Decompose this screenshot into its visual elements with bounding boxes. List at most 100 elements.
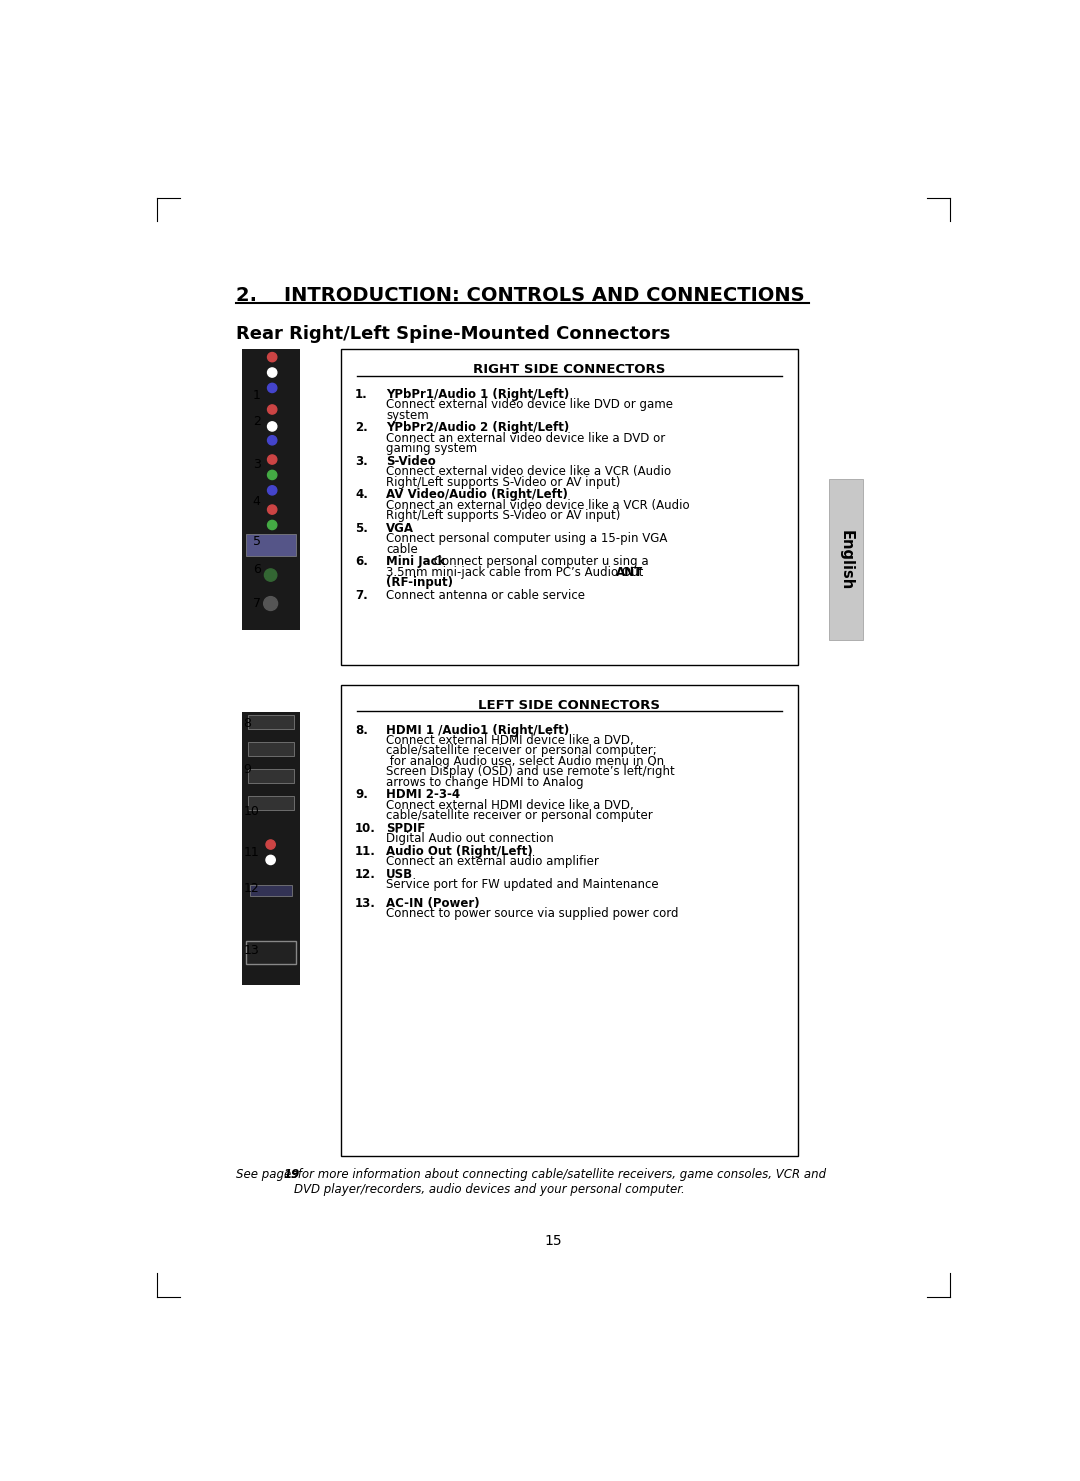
Text: Connect antenna or cable service: Connect antenna or cable service — [387, 589, 585, 601]
FancyBboxPatch shape — [246, 940, 296, 964]
Text: SPDIF: SPDIF — [387, 822, 426, 835]
Text: Connect to power source via supplied power cord: Connect to power source via supplied pow… — [387, 906, 678, 920]
Text: English: English — [838, 530, 853, 589]
Text: Connect personal computer u sing a: Connect personal computer u sing a — [430, 555, 649, 569]
Text: 1: 1 — [253, 390, 260, 403]
Text: Connect personal computer using a 15-pin VGA: Connect personal computer using a 15-pin… — [387, 532, 667, 545]
Text: 8.: 8. — [355, 724, 368, 736]
Text: AV Video/Audio (Right/Left): AV Video/Audio (Right/Left) — [387, 489, 568, 502]
Text: 10: 10 — [243, 806, 259, 818]
Circle shape — [268, 384, 276, 392]
FancyBboxPatch shape — [248, 715, 294, 729]
Text: 13.: 13. — [355, 896, 376, 909]
Text: Digital Audio out connection: Digital Audio out connection — [387, 832, 554, 846]
Text: 11.: 11. — [355, 846, 376, 857]
Text: YPbPr1/Audio 1 (Right/Left): YPbPr1/Audio 1 (Right/Left) — [387, 388, 569, 401]
Text: 19: 19 — [283, 1169, 299, 1180]
Text: arrows to change HDMI to Analog: arrows to change HDMI to Analog — [387, 776, 583, 788]
Text: RIGHT SIDE CONNECTORS: RIGHT SIDE CONNECTORS — [473, 363, 665, 376]
Text: 13: 13 — [243, 943, 259, 957]
Text: system: system — [387, 409, 429, 422]
Text: 3: 3 — [253, 459, 260, 471]
Text: 5.: 5. — [355, 521, 368, 535]
Text: 2: 2 — [253, 415, 260, 428]
FancyBboxPatch shape — [249, 886, 293, 896]
Text: Connect external HDMI device like a DVD,: Connect external HDMI device like a DVD, — [387, 735, 634, 746]
FancyBboxPatch shape — [341, 350, 798, 665]
Text: 12.: 12. — [355, 868, 376, 881]
Circle shape — [268, 520, 276, 530]
Text: Connect external video device like a VCR (Audio: Connect external video device like a VCR… — [387, 465, 672, 478]
Text: 6: 6 — [253, 563, 260, 576]
Text: for more information about connecting cable/satellite receivers, game consoles, : for more information about connecting ca… — [294, 1169, 826, 1197]
Text: YPbPr2/Audio 2 (Right/Left): YPbPr2/Audio 2 (Right/Left) — [387, 422, 569, 434]
Text: USB: USB — [387, 868, 414, 881]
Text: AC-IN (Power): AC-IN (Power) — [387, 896, 480, 909]
Text: for analog Audio use, select Audio menu in On: for analog Audio use, select Audio menu … — [387, 755, 664, 767]
Text: LEFT SIDE CONNECTORS: LEFT SIDE CONNECTORS — [478, 699, 660, 712]
Text: Rear Right/Left Spine-Mounted Connectors: Rear Right/Left Spine-Mounted Connectors — [235, 324, 670, 342]
Text: 3.5mm mini-jack cable from PC’s Audio Out: 3.5mm mini-jack cable from PC’s Audio Ou… — [387, 566, 647, 579]
Text: 11: 11 — [243, 846, 259, 859]
Text: 12: 12 — [243, 881, 259, 895]
Text: cable/satellite receiver or personal computer: cable/satellite receiver or personal com… — [387, 809, 652, 822]
FancyBboxPatch shape — [248, 742, 294, 755]
Text: 1.: 1. — [355, 388, 368, 401]
Text: Connect an external video device like a VCR (Audio: Connect an external video device like a … — [387, 499, 690, 512]
Text: 4: 4 — [253, 495, 260, 508]
Text: See pages: See pages — [235, 1169, 301, 1180]
Circle shape — [268, 352, 276, 361]
Circle shape — [268, 471, 276, 480]
Circle shape — [268, 505, 276, 514]
Circle shape — [268, 435, 276, 444]
Text: 10.: 10. — [355, 822, 376, 835]
Circle shape — [268, 404, 276, 415]
FancyBboxPatch shape — [828, 478, 863, 640]
Text: Audio Out (Right/Left): Audio Out (Right/Left) — [387, 846, 532, 857]
Text: 5: 5 — [253, 536, 260, 548]
Circle shape — [268, 455, 276, 464]
FancyBboxPatch shape — [242, 350, 300, 631]
Text: 8: 8 — [243, 717, 252, 730]
Text: 9: 9 — [243, 763, 252, 776]
Text: Mini Jack: Mini Jack — [387, 555, 445, 569]
Text: cable: cable — [387, 542, 418, 555]
Text: 2.: 2. — [355, 422, 368, 434]
Text: Service port for FW updated and Maintenance: Service port for FW updated and Maintena… — [387, 878, 659, 892]
Text: HDMI 2-3-4: HDMI 2-3-4 — [387, 788, 460, 801]
FancyBboxPatch shape — [341, 686, 798, 1157]
Text: HDMI 1 /Audio1 (Right/Left): HDMI 1 /Audio1 (Right/Left) — [387, 724, 569, 736]
FancyBboxPatch shape — [246, 535, 296, 555]
Circle shape — [266, 840, 275, 849]
Text: 2.    INTRODUCTION: CONTROLS AND CONNECTIONS: 2. INTRODUCTION: CONTROLS AND CONNECTION… — [235, 286, 805, 305]
Circle shape — [266, 856, 275, 865]
Text: 15: 15 — [544, 1234, 563, 1248]
Text: Connect external video device like DVD or game: Connect external video device like DVD o… — [387, 398, 673, 412]
Text: 7.: 7. — [355, 589, 368, 601]
Text: 6.: 6. — [355, 555, 368, 569]
Text: Screen Display (OSD) and use remote’s left/right: Screen Display (OSD) and use remote’s le… — [387, 766, 675, 778]
FancyBboxPatch shape — [248, 795, 294, 810]
Text: Right/Left supports S-Video or AV input): Right/Left supports S-Video or AV input) — [387, 475, 621, 489]
Text: ANT: ANT — [617, 566, 644, 579]
Text: cable/satellite receiver or personal computer;: cable/satellite receiver or personal com… — [387, 745, 657, 757]
Text: VGA: VGA — [387, 521, 414, 535]
Text: Connect an external audio amplifier: Connect an external audio amplifier — [387, 856, 599, 868]
Text: S-Video: S-Video — [387, 455, 436, 468]
Text: 9.: 9. — [355, 788, 368, 801]
Circle shape — [264, 597, 278, 610]
Circle shape — [268, 367, 276, 378]
Text: Connect an external video device like a DVD or: Connect an external video device like a … — [387, 432, 665, 444]
Text: 4.: 4. — [355, 489, 368, 502]
Text: 7: 7 — [253, 597, 260, 610]
Text: (RF-input): (RF-input) — [387, 576, 454, 589]
Text: Right/Left supports S-Video or AV input): Right/Left supports S-Video or AV input) — [387, 509, 621, 523]
Circle shape — [268, 486, 276, 495]
FancyBboxPatch shape — [242, 712, 300, 985]
FancyBboxPatch shape — [248, 769, 294, 783]
Circle shape — [268, 422, 276, 431]
Circle shape — [265, 569, 276, 581]
Text: 3.: 3. — [355, 455, 368, 468]
Text: gaming system: gaming system — [387, 443, 477, 455]
Text: Connect external HDMI device like a DVD,: Connect external HDMI device like a DVD, — [387, 798, 634, 812]
